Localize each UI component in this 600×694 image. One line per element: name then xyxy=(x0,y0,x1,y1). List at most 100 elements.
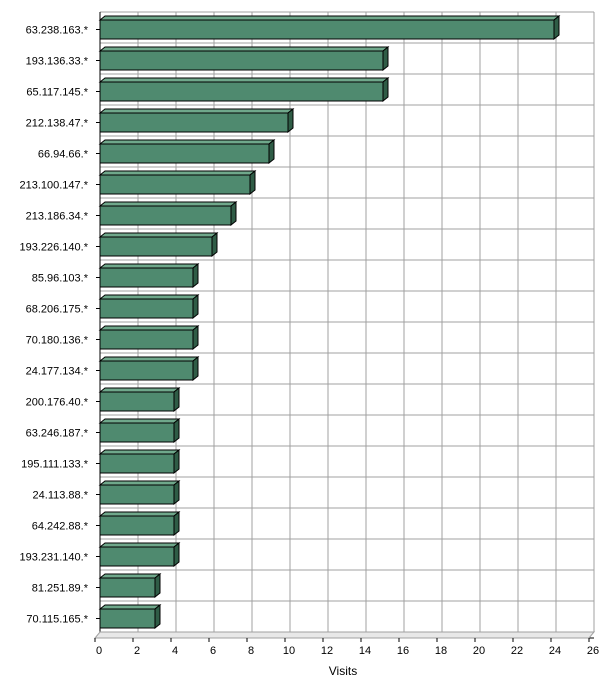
bar-face xyxy=(99,360,194,381)
bar-face xyxy=(99,391,175,412)
category-label: 24.113.88.* xyxy=(33,490,89,502)
category-label: 64.242.88.* xyxy=(32,521,89,533)
bar xyxy=(98,510,181,537)
chart-floor xyxy=(93,631,596,639)
bar-top xyxy=(98,604,162,610)
bar xyxy=(98,107,295,134)
bar-side xyxy=(287,107,294,134)
bar xyxy=(98,262,200,289)
bar-side xyxy=(173,479,180,506)
bar-side xyxy=(154,572,161,599)
bar-face xyxy=(99,329,194,350)
bar xyxy=(98,45,390,72)
bar-top xyxy=(98,573,162,579)
bar xyxy=(98,541,181,568)
category-labels: 63.238.163.* 193.136.33.* 65.117.145.* 212.… xyxy=(19,25,100,626)
bar-face xyxy=(99,19,555,40)
bar xyxy=(98,76,390,103)
category-label: 68.206.175.* xyxy=(26,304,89,316)
bar xyxy=(98,138,276,165)
x-tick-labels: 0 2 4 6 8 10 12 14 16 18 20 22 24 26 xyxy=(94,638,599,657)
x-tick-label: 26 xyxy=(587,645,599,657)
bar xyxy=(98,479,181,506)
bar-face xyxy=(99,453,175,474)
category-label: 70.180.136.* xyxy=(26,335,89,347)
bar xyxy=(98,231,219,258)
category-label: 81.251.89.* xyxy=(32,583,89,595)
bar-side xyxy=(382,45,389,72)
category-label: 66.94.66.* xyxy=(38,149,89,161)
category-label: 193.136.33.* xyxy=(26,56,89,68)
category-label: 195.111.133.* xyxy=(21,459,89,471)
x-tick-label: 20 xyxy=(473,645,485,657)
x-tick-label: 18 xyxy=(435,645,447,657)
bar-side xyxy=(268,138,275,165)
x-tick-label: 6 xyxy=(210,645,216,657)
bar-face xyxy=(99,484,175,505)
x-tick-label: 22 xyxy=(511,645,523,657)
bar-top xyxy=(98,46,390,52)
category-label: 212.138.47.* xyxy=(26,118,89,130)
bar xyxy=(98,417,181,444)
bar-face xyxy=(99,50,384,71)
x-tick-label: 4 xyxy=(172,645,178,657)
bar-top xyxy=(98,449,181,455)
bar-side xyxy=(382,76,389,103)
bar-face xyxy=(99,81,384,102)
bar-face xyxy=(99,236,213,257)
bar-face xyxy=(99,112,289,133)
bar xyxy=(98,14,561,41)
bar-top xyxy=(98,511,181,517)
bar-top xyxy=(98,201,238,207)
bar-side xyxy=(173,541,180,568)
bar xyxy=(98,386,181,413)
category-label: 193.231.140.* xyxy=(19,552,88,564)
bar-top xyxy=(98,418,181,424)
bar-top xyxy=(98,108,295,114)
category-label: 63.238.163.* xyxy=(26,25,89,37)
bar-face xyxy=(99,267,194,288)
x-tick-label: 2 xyxy=(134,645,140,657)
bar xyxy=(98,200,238,227)
x-tick-label: 24 xyxy=(549,645,561,657)
bar xyxy=(98,293,200,320)
bar xyxy=(98,603,162,630)
category-label: 24.177.134.* xyxy=(26,366,89,378)
x-tick-label: 16 xyxy=(397,645,409,657)
bar-side xyxy=(211,231,218,258)
x-tick-label: 0 xyxy=(96,645,102,657)
bar-top xyxy=(98,170,257,176)
bar-top xyxy=(98,77,390,83)
category-label: 65.117.145.* xyxy=(26,87,88,99)
bar xyxy=(98,324,200,351)
bars xyxy=(98,14,561,630)
bar-face xyxy=(99,143,270,164)
bar-top xyxy=(98,232,219,238)
bar xyxy=(98,355,200,382)
bar-side xyxy=(230,200,237,227)
bar-side xyxy=(173,448,180,475)
category-label: 193.226.140.* xyxy=(19,242,88,254)
bar-side xyxy=(173,417,180,444)
category-label: 213.186.34.* xyxy=(26,211,89,223)
category-label: 70.115.165.* xyxy=(26,614,88,626)
bar-side xyxy=(192,262,199,289)
bar-face xyxy=(99,298,194,319)
x-tick-label: 8 xyxy=(248,645,254,657)
bar-top xyxy=(98,480,181,486)
bar-top xyxy=(98,542,181,548)
bar-face xyxy=(99,174,251,195)
bar-top xyxy=(98,387,181,393)
bar-side xyxy=(154,603,161,630)
bar-face xyxy=(99,422,175,443)
bar-face xyxy=(99,577,156,598)
x-axis-title: Visits xyxy=(329,664,357,678)
bar-top xyxy=(98,356,200,362)
bar-top xyxy=(98,263,200,269)
x-tick-label: 10 xyxy=(283,645,295,657)
category-label: 85.96.103.* xyxy=(32,273,89,285)
x-tick-label: 12 xyxy=(321,645,333,657)
bar-top xyxy=(98,139,276,145)
bar-side xyxy=(192,293,199,320)
